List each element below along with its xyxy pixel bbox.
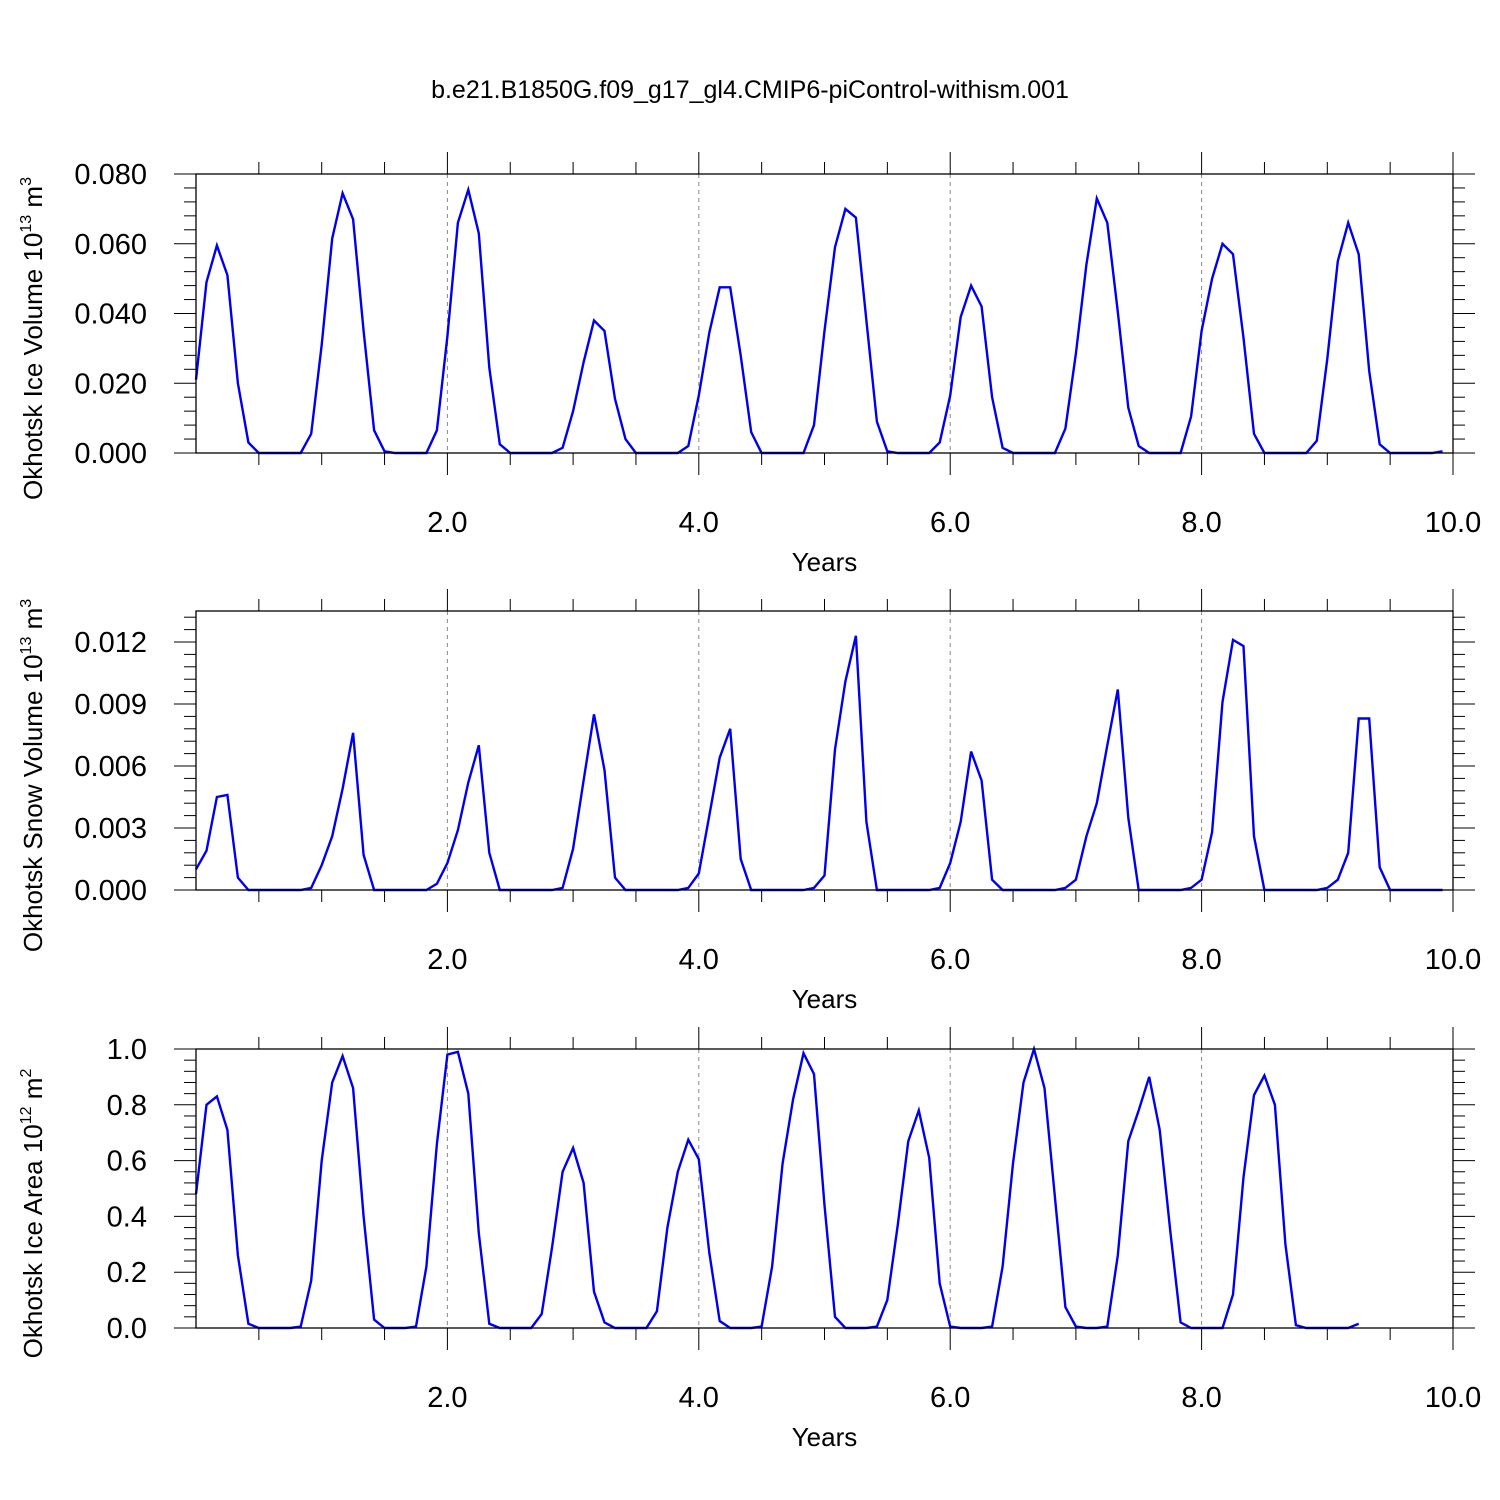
y-tick-label: 0.000 bbox=[74, 438, 147, 470]
y-tick-label: 0.012 bbox=[74, 627, 147, 659]
y-tick-label: 0.8 bbox=[107, 1090, 147, 1122]
x-tick-label: 6.0 bbox=[930, 507, 970, 539]
y-axis-label-main: Okhotsk Ice Area 10 bbox=[18, 1124, 48, 1358]
x-axis-label: Years bbox=[792, 984, 858, 1014]
x-tick-label: 2.0 bbox=[427, 507, 467, 539]
x-tick-label: 10.0 bbox=[1425, 944, 1481, 976]
y-axis-label-exponent: 13 bbox=[18, 215, 35, 233]
series-line bbox=[194, 1044, 1360, 1330]
y-axis-label-unit-exponent: 2 bbox=[18, 1069, 35, 1078]
y-axis-label-unit-exponent: 3 bbox=[18, 599, 35, 608]
x-tick-labels: 2.0 4.0 6.0 8.0 10.0 bbox=[427, 507, 1481, 539]
y-tick-label: 0.2 bbox=[107, 1257, 147, 1289]
x-tick-label: 6.0 bbox=[930, 944, 970, 976]
y-axis-label-unit: m bbox=[18, 186, 48, 215]
y-axis-label-exponent: 13 bbox=[18, 637, 35, 655]
y-axis-label-unit-exponent: 3 bbox=[18, 177, 35, 186]
x-tick-labels: 2.0 4.0 6.0 8.0 10.0 bbox=[427, 944, 1481, 976]
y-tick-labels: 0.000 0.003 0.006 0.009 0.012 bbox=[74, 627, 147, 907]
y-tick-label: 0.020 bbox=[74, 368, 147, 400]
y-tick-label: 0.000 bbox=[74, 875, 147, 907]
y-tick-label: 0.080 bbox=[74, 159, 147, 191]
x-tick-label: 10.0 bbox=[1425, 1382, 1481, 1414]
x-tick-label: 6.0 bbox=[930, 1382, 970, 1414]
y-axis-label: Okhotsk Ice Area 1012 m2 bbox=[18, 1069, 48, 1359]
x-tick-label: 4.0 bbox=[679, 944, 719, 976]
x-tick-label: 2.0 bbox=[427, 1382, 467, 1414]
series-line bbox=[194, 635, 1443, 892]
y-tick-labels: 0.000 0.020 0.040 0.060 0.080 bbox=[74, 159, 147, 470]
panel-snow-volume: 0.000 0.003 0.006 0.009 0.012 2.0 4.0 6.0 8.0 10… bbox=[18, 589, 1481, 1014]
x-tick-label: 10.0 bbox=[1425, 507, 1481, 539]
x-tick-label: 2.0 bbox=[427, 944, 467, 976]
x-tick-label: 4.0 bbox=[679, 1382, 719, 1414]
y-axis-label-exponent: 12 bbox=[18, 1106, 35, 1124]
tick-marks bbox=[174, 1027, 1475, 1350]
y-axis-label-unit: m bbox=[18, 1078, 48, 1107]
x-tick-label: 8.0 bbox=[1181, 1382, 1221, 1414]
y-tick-label: 0.003 bbox=[74, 813, 147, 845]
y-axis-label: Okhotsk Snow Volume 1013 m3 bbox=[18, 599, 48, 952]
y-tick-label: 1.0 bbox=[107, 1034, 147, 1066]
y-tick-label: 0.006 bbox=[74, 751, 147, 783]
tick-marks bbox=[174, 152, 1475, 475]
grid-lines bbox=[446, 1049, 1203, 1328]
x-axis-label: Years bbox=[792, 1422, 858, 1452]
y-tick-label: 0.4 bbox=[107, 1201, 147, 1233]
grid-lines bbox=[446, 174, 1203, 453]
y-axis-label-unit: m bbox=[18, 608, 48, 637]
plot-frame bbox=[195, 173, 1454, 454]
y-tick-label: 0.0 bbox=[107, 1313, 147, 1345]
x-tick-label: 8.0 bbox=[1181, 507, 1221, 539]
series-line bbox=[194, 185, 1443, 455]
panel-ice-volume: 0.000 0.020 0.040 0.060 0.080 2.0 4.0 6.0 8.0 10… bbox=[18, 152, 1481, 577]
y-tick-label: 0.009 bbox=[74, 689, 147, 721]
y-tick-label: 0.060 bbox=[74, 229, 147, 261]
tick-marks bbox=[174, 589, 1475, 912]
y-axis-label-main: Okhotsk Ice Volume 10 bbox=[18, 233, 48, 500]
panel-ice-area: 0.0 0.2 0.4 0.6 0.8 1.0 2.0 4.0 6.0 8.0 10.0 Year… bbox=[18, 1027, 1481, 1452]
y-tick-label: 0.6 bbox=[107, 1146, 147, 1178]
grid-lines bbox=[446, 611, 1203, 890]
x-tick-label: 8.0 bbox=[1181, 944, 1221, 976]
y-axis-label: Okhotsk Ice Volume 1013 m3 bbox=[18, 177, 48, 500]
y-axis-label-main: Okhotsk Snow Volume 10 bbox=[18, 654, 48, 952]
plot-frame bbox=[195, 610, 1454, 891]
x-tick-labels: 2.0 4.0 6.0 8.0 10.0 bbox=[427, 1382, 1481, 1414]
figure-title: b.e21.B1850G.f09_g17_gl4.CMIP6-piControl… bbox=[431, 76, 1069, 104]
x-axis-label: Years bbox=[792, 547, 858, 577]
y-tick-label: 0.040 bbox=[74, 299, 147, 331]
plot-frame bbox=[195, 1048, 1454, 1329]
x-tick-label: 4.0 bbox=[679, 507, 719, 539]
y-tick-labels: 0.0 0.2 0.4 0.6 0.8 1.0 bbox=[107, 1034, 147, 1345]
